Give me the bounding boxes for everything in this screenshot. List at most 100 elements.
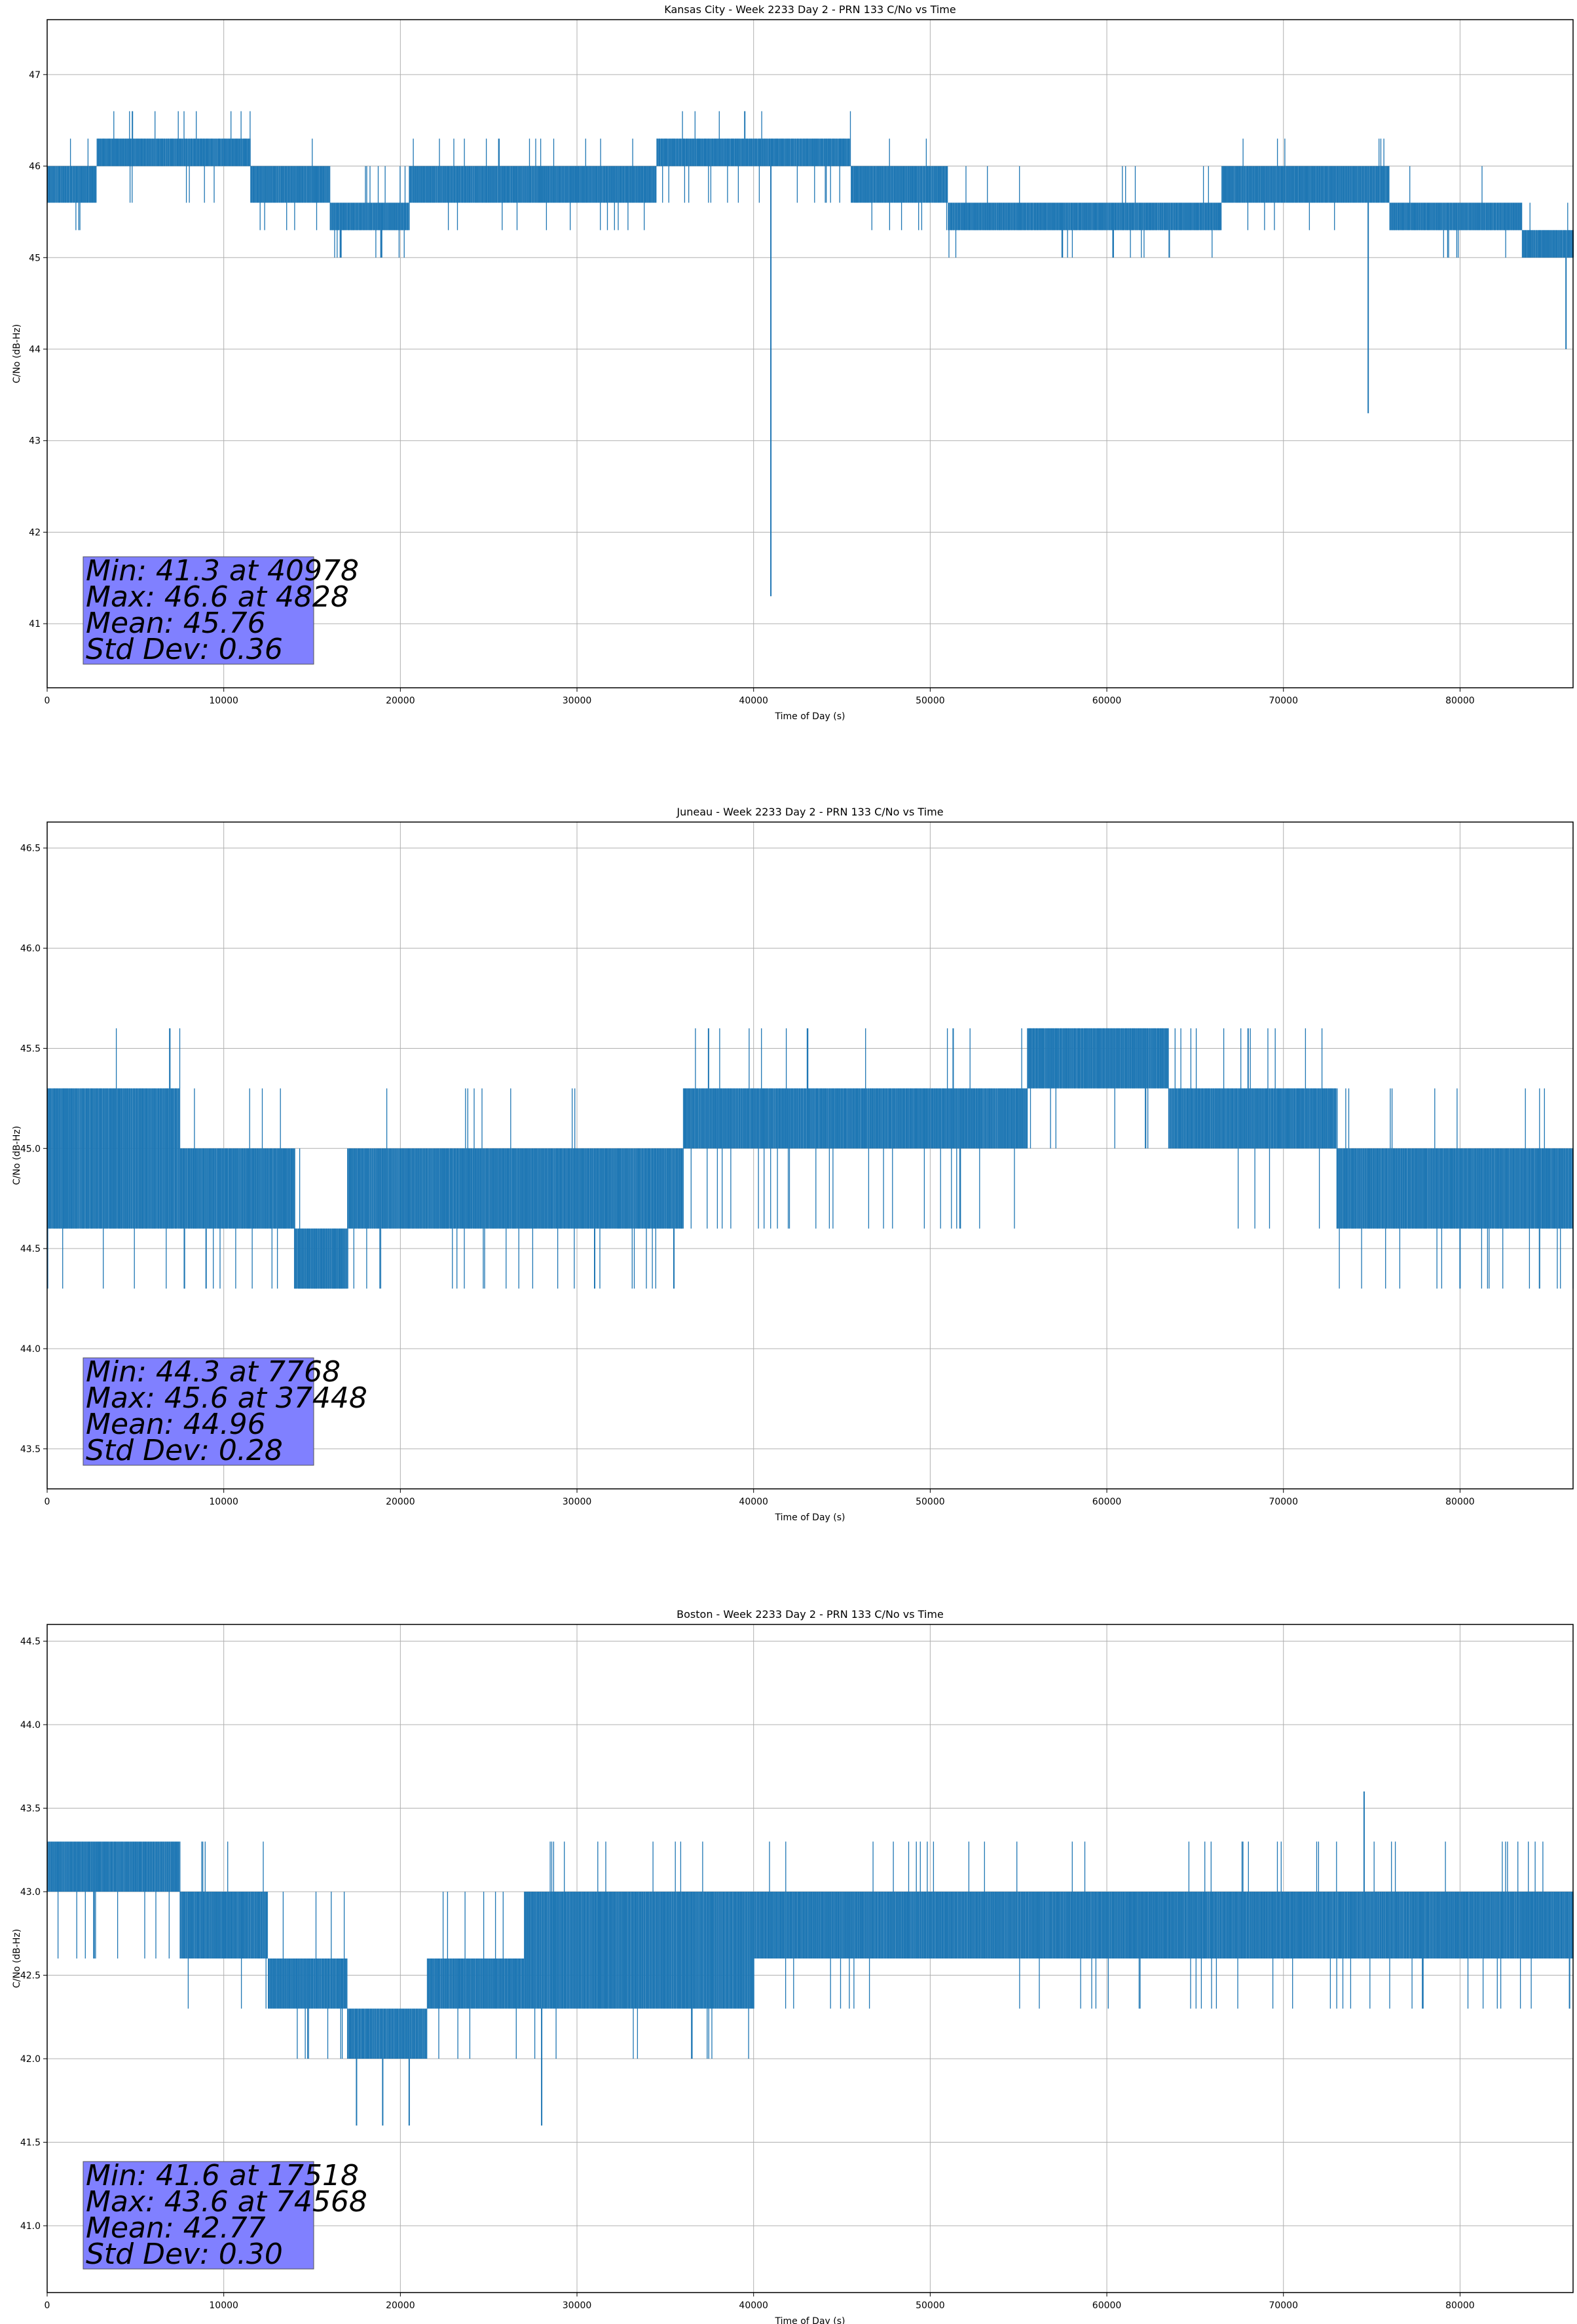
x-tick-label: 80000 xyxy=(1445,696,1475,706)
series-band-fill xyxy=(753,1892,1072,1959)
x-tick-label: 20000 xyxy=(386,1497,415,1507)
stats-box-background xyxy=(83,2161,314,2270)
y-tick-label: 47 xyxy=(29,70,41,81)
stats-max: Max: 43.6 at 74568 xyxy=(86,2185,367,2219)
x-tick-label: 40000 xyxy=(739,696,768,706)
cno-series-line xyxy=(47,1028,1574,1289)
x-tick-label: 70000 xyxy=(1269,1497,1298,1507)
x-tick-label: 60000 xyxy=(1092,2300,1122,2311)
x-tick-label: 10000 xyxy=(209,1497,238,1507)
series-band-fill xyxy=(1336,1148,1573,1229)
x-tick-label: 80000 xyxy=(1445,2300,1475,2311)
series-band-fill xyxy=(347,1148,578,1229)
axis-ticks: 0 10000 20000 30000 40000 50000 60000 70000 8000… xyxy=(29,70,1475,706)
x-tick-label: 70000 xyxy=(1269,696,1298,706)
x-axis-label: Time of Day (s) xyxy=(775,1512,845,1523)
chart-title: Kansas City - Week 2233 Day 2 - PRN 133 … xyxy=(664,3,955,16)
chart-title: Juneau - Week 2233 Day 2 - PRN 133 C/No … xyxy=(676,806,943,818)
stats-mean: Mean: 44.96 xyxy=(86,1408,266,1441)
y-tick-label: 44.0 xyxy=(20,1720,41,1731)
series-band-fill xyxy=(1521,230,1573,258)
chart-boston: 0 10000 20000 30000 40000 50000 60000 70000 8000… xyxy=(12,1608,1574,2324)
stats-std-dev: Std Dev: 0.30 xyxy=(86,2238,283,2271)
x-tick-label: 30000 xyxy=(563,2300,592,2311)
x-tick-label: 60000 xyxy=(1092,1497,1122,1507)
x-tick-label: 80000 xyxy=(1445,1497,1475,1507)
y-tick-label: 41.0 xyxy=(20,2221,41,2232)
series-band-fill xyxy=(1389,202,1522,231)
y-tick-label: 45.0 xyxy=(20,1144,41,1154)
x-tick-label: 10000 xyxy=(209,696,238,706)
cno-series-line xyxy=(46,111,1574,597)
x-axis-label: Time of Day (s) xyxy=(775,711,845,722)
y-tick-label: 42 xyxy=(29,527,41,538)
y-tick-label: 44.5 xyxy=(20,1637,41,1647)
x-tick-label: 10000 xyxy=(209,2300,238,2311)
stats-box: Min: 41.3 at 40978 Max: 46.6 at 4828 Mea… xyxy=(83,554,359,666)
x-tick-label: 30000 xyxy=(563,1497,592,1507)
chart-kansas-city: 0 10000 20000 30000 40000 50000 60000 70000 8000… xyxy=(12,3,1574,722)
x-tick-label: 40000 xyxy=(739,2300,768,2311)
y-tick-label: 43 xyxy=(29,436,41,447)
y-tick-label: 44 xyxy=(29,345,41,355)
series-band-fill xyxy=(250,166,330,203)
x-tick-label: 30000 xyxy=(563,696,592,706)
series-band-fill xyxy=(329,202,409,231)
y-tick-label: 44.5 xyxy=(20,1244,41,1254)
y-axis-label: C/No (dB-Hz) xyxy=(12,1126,22,1185)
y-tick-label: 45.5 xyxy=(20,1043,41,1054)
y-tick-label: 46.5 xyxy=(20,844,41,854)
stats-mean: Mean: 42.77 xyxy=(86,2211,266,2245)
series-band-fill xyxy=(347,2008,427,2059)
stats-box: Min: 41.6 at 17518 Max: 43.6 at 74568 Me… xyxy=(83,2159,367,2271)
cno-series-line xyxy=(46,1791,1574,2126)
x-tick-label: 50000 xyxy=(916,1497,945,1507)
series-band-fill xyxy=(47,166,97,203)
y-tick-label: 44.0 xyxy=(20,1344,41,1355)
y-tick-label: 41 xyxy=(29,619,41,629)
stats-min: Min: 44.3 at 7768 xyxy=(86,1355,341,1389)
y-tick-label: 41.5 xyxy=(20,2138,41,2148)
series-band-fill xyxy=(851,166,948,203)
y-tick-label: 45 xyxy=(29,253,41,263)
y-tick-label: 46 xyxy=(29,162,41,172)
stats-box-background xyxy=(83,556,314,665)
y-tick-label: 43.0 xyxy=(20,1887,41,1898)
series-band-fill xyxy=(179,1892,269,1959)
x-tick-label: 70000 xyxy=(1269,2300,1298,2311)
stats-min: Min: 41.3 at 40978 xyxy=(86,554,359,588)
x-tick-label: 60000 xyxy=(1092,696,1122,706)
x-tick-label: 20000 xyxy=(386,696,415,706)
x-tick-label: 50000 xyxy=(916,2300,945,2311)
y-tick-label: 46.0 xyxy=(20,944,41,954)
stats-box: Min: 44.3 at 7768 Max: 45.6 at 37448 Mea… xyxy=(83,1355,367,1467)
plot-frame xyxy=(46,821,1574,1490)
series-band-fill xyxy=(1027,1028,1169,1089)
series-band-fill xyxy=(294,1228,348,1289)
x-axis-label: Time of Day (s) xyxy=(775,2316,845,2324)
series-band-fill xyxy=(96,138,251,166)
x-tick-label: 20000 xyxy=(386,2300,415,2311)
series-band-fill xyxy=(682,1088,1028,1149)
x-tick-label: 0 xyxy=(45,2300,50,2311)
series-band-fill xyxy=(1221,166,1390,203)
series-band-fill xyxy=(426,1959,525,2009)
series-band-fill xyxy=(409,166,657,203)
stats-max: Max: 46.6 at 4828 xyxy=(86,580,349,614)
series-band-fill xyxy=(656,138,851,166)
series-band-fill xyxy=(1168,1088,1337,1149)
y-axis-label: C/No (dB-Hz) xyxy=(12,324,22,383)
series-band-fill xyxy=(47,1088,180,1229)
plot-frame xyxy=(46,19,1574,688)
y-tick-label: 43.5 xyxy=(20,1444,41,1455)
series-band-fill xyxy=(1071,1892,1573,1959)
plot-frame xyxy=(46,1624,1574,2293)
y-axis-label: C/No (dB-Hz) xyxy=(12,1929,22,1988)
axis-ticks: 0 10000 20000 30000 40000 50000 60000 70000 8000… xyxy=(20,1637,1475,2312)
series-band-fill xyxy=(47,1841,180,1892)
y-tick-label: 42.5 xyxy=(20,1971,41,1981)
stats-std-dev: Std Dev: 0.36 xyxy=(86,633,283,666)
stats-box-background xyxy=(83,1357,314,1466)
series-band-fill xyxy=(268,1959,348,2009)
stats-min: Min: 41.6 at 17518 xyxy=(86,2159,359,2192)
